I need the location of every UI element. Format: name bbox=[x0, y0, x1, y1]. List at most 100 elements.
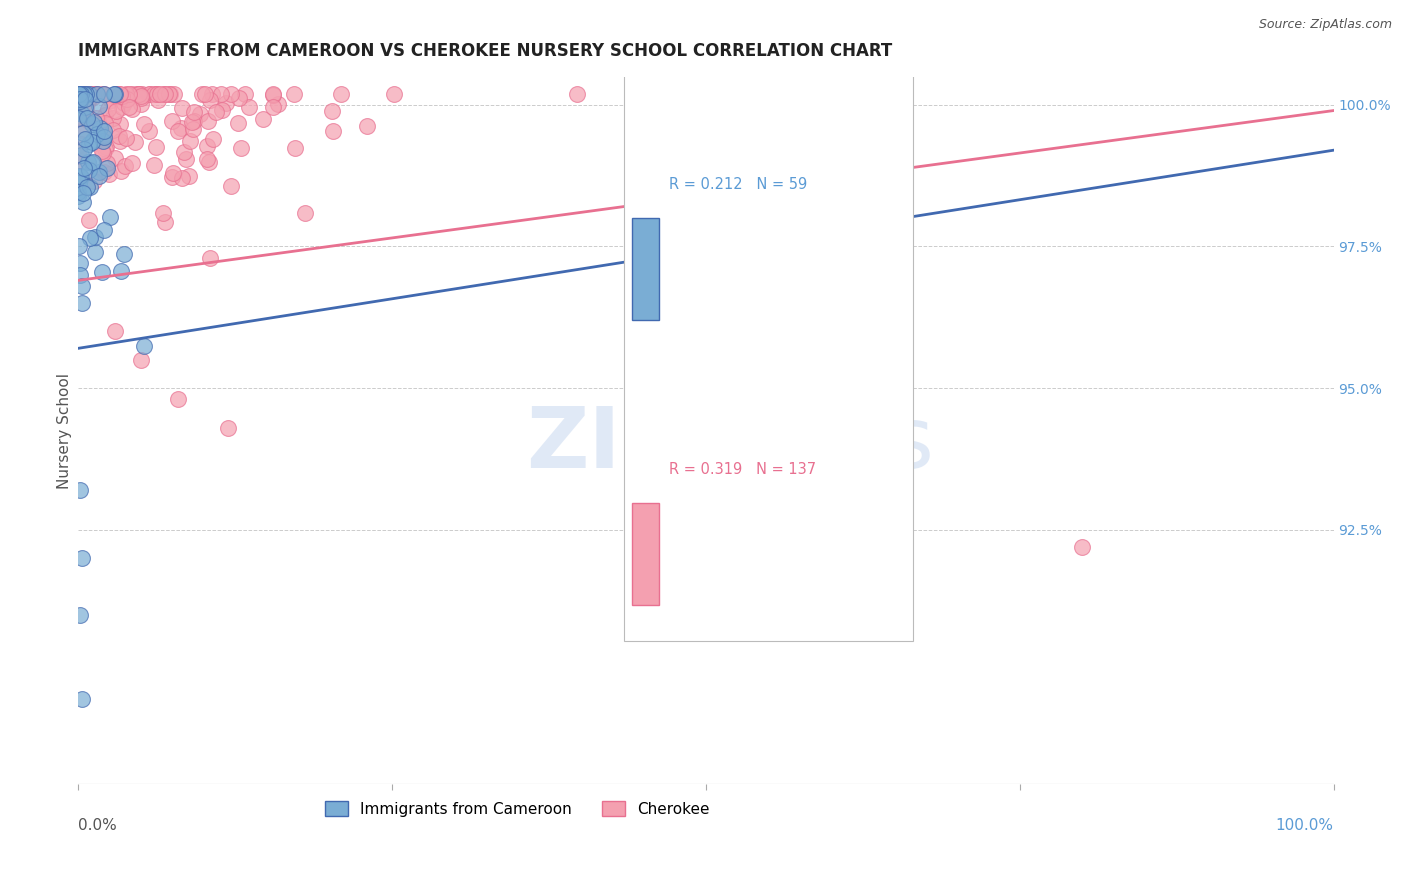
Cherokee bbox=[131, 87, 153, 101]
Cherokee bbox=[219, 178, 242, 193]
Immigrants from Cameroon bbox=[96, 161, 118, 176]
Cherokee bbox=[1071, 540, 1094, 554]
Cherokee bbox=[93, 87, 115, 101]
Cherokee bbox=[115, 131, 138, 145]
Cherokee bbox=[138, 124, 160, 138]
Immigrants from Cameroon bbox=[77, 163, 100, 178]
Cherokee bbox=[188, 107, 211, 121]
Cherokee bbox=[70, 153, 93, 168]
Cherokee bbox=[267, 97, 290, 112]
Cherokee bbox=[356, 119, 378, 133]
FancyBboxPatch shape bbox=[631, 503, 659, 605]
Cherokee bbox=[121, 155, 143, 169]
Cherokee bbox=[127, 87, 149, 101]
Immigrants from Cameroon bbox=[87, 98, 110, 112]
Cherokee bbox=[104, 325, 127, 339]
Cherokee bbox=[82, 89, 104, 103]
Cherokee bbox=[115, 87, 138, 102]
Immigrants from Cameroon bbox=[93, 223, 115, 237]
Immigrants from Cameroon bbox=[72, 87, 94, 101]
Immigrants from Cameroon bbox=[73, 142, 96, 156]
Cherokee bbox=[96, 156, 118, 170]
Cherokee bbox=[172, 170, 194, 185]
Cherokee bbox=[70, 111, 93, 125]
Cherokee bbox=[108, 134, 131, 148]
Cherokee bbox=[217, 420, 239, 434]
Immigrants from Cameroon bbox=[69, 94, 91, 108]
Cherokee bbox=[129, 90, 152, 104]
Cherokee bbox=[131, 89, 153, 103]
Cherokee bbox=[145, 87, 167, 101]
Cherokee bbox=[115, 87, 138, 101]
Cherokee bbox=[209, 87, 232, 101]
Immigrants from Cameroon bbox=[67, 185, 90, 199]
Immigrants from Cameroon bbox=[86, 87, 108, 101]
Cherokee bbox=[228, 91, 250, 105]
Cherokee bbox=[262, 100, 284, 114]
Cherokee bbox=[202, 132, 225, 146]
Immigrants from Cameroon bbox=[67, 111, 90, 125]
Cherokee bbox=[153, 87, 176, 101]
Immigrants from Cameroon bbox=[70, 87, 93, 101]
Cherokee bbox=[198, 93, 221, 107]
Cherokee bbox=[100, 91, 122, 105]
Cherokee bbox=[118, 100, 141, 114]
Cherokee bbox=[231, 141, 253, 155]
Cherokee bbox=[70, 111, 93, 125]
Cherokee bbox=[183, 114, 205, 128]
Cherokee bbox=[97, 103, 120, 117]
Cherokee bbox=[162, 166, 184, 180]
Cherokee bbox=[82, 87, 104, 101]
Cherokee bbox=[883, 494, 905, 508]
Text: Source: ZipAtlas.com: Source: ZipAtlas.com bbox=[1258, 18, 1392, 31]
Immigrants from Cameroon bbox=[69, 483, 91, 497]
Y-axis label: Nursery School: Nursery School bbox=[58, 373, 72, 489]
Cherokee bbox=[75, 87, 97, 101]
Cherokee bbox=[183, 104, 205, 119]
Immigrants from Cameroon bbox=[67, 188, 90, 202]
Cherokee bbox=[127, 87, 149, 101]
Immigrants from Cameroon bbox=[93, 130, 115, 145]
Cherokee bbox=[83, 174, 105, 188]
Cherokee bbox=[90, 145, 112, 159]
Cherokee bbox=[114, 159, 136, 173]
Text: R = 0.212   N = 59: R = 0.212 N = 59 bbox=[669, 177, 807, 192]
Immigrants from Cameroon bbox=[89, 164, 111, 178]
Cherokee bbox=[77, 213, 100, 227]
Cherokee bbox=[211, 103, 233, 117]
Cherokee bbox=[129, 352, 152, 367]
Cherokee bbox=[111, 100, 134, 114]
Text: 100.0%: 100.0% bbox=[1275, 818, 1333, 833]
Cherokee bbox=[115, 92, 138, 106]
Immigrants from Cameroon bbox=[112, 246, 135, 260]
Cherokee bbox=[321, 103, 343, 118]
Cherokee bbox=[105, 103, 128, 118]
Immigrants from Cameroon bbox=[72, 186, 94, 200]
Cherokee bbox=[70, 137, 93, 152]
Cherokee bbox=[262, 88, 284, 103]
Cherokee bbox=[221, 87, 243, 101]
Immigrants from Cameroon bbox=[89, 120, 111, 135]
Cherokee bbox=[101, 111, 124, 125]
Immigrants from Cameroon bbox=[91, 134, 114, 148]
Immigrants from Cameroon bbox=[75, 132, 97, 146]
Cherokee bbox=[163, 87, 186, 101]
Legend: Immigrants from Cameroon, Cherokee: Immigrants from Cameroon, Cherokee bbox=[319, 795, 716, 822]
Text: ZIP: ZIP bbox=[526, 403, 685, 486]
Immigrants from Cameroon bbox=[79, 180, 101, 194]
Immigrants from Cameroon bbox=[79, 231, 101, 245]
Immigrants from Cameroon bbox=[76, 111, 98, 125]
Cherokee bbox=[110, 164, 132, 178]
Cherokee bbox=[170, 120, 193, 135]
Immigrants from Cameroon bbox=[70, 279, 93, 293]
Immigrants from Cameroon bbox=[82, 155, 104, 169]
Cherokee bbox=[111, 89, 134, 103]
Cherokee bbox=[70, 123, 93, 137]
Text: atlas: atlas bbox=[727, 403, 935, 486]
Cherokee bbox=[90, 87, 112, 101]
Immigrants from Cameroon bbox=[84, 244, 107, 259]
Cherokee bbox=[166, 124, 188, 138]
Immigrants from Cameroon bbox=[75, 87, 97, 101]
Cherokee bbox=[167, 392, 190, 407]
Immigrants from Cameroon bbox=[72, 126, 94, 140]
